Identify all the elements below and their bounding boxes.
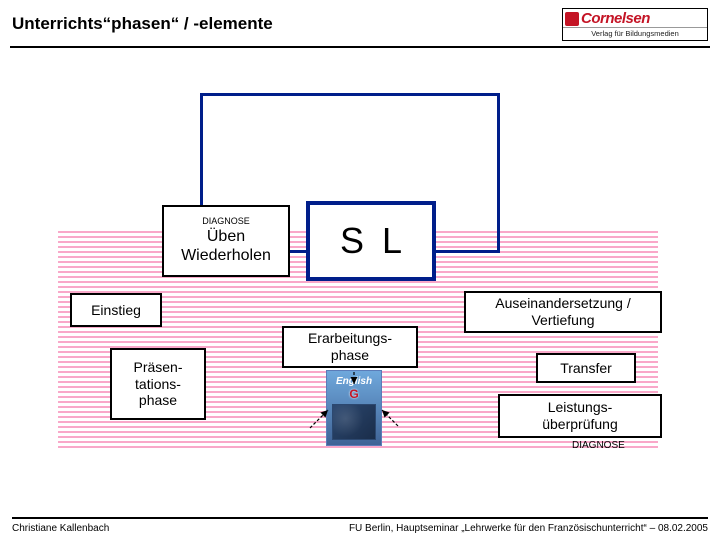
leistung-line2: überprüfung: [542, 416, 618, 433]
box-einstieg: Einstieg: [70, 293, 162, 327]
transfer-text: Transfer: [560, 360, 612, 377]
sl-letter-s: S: [340, 220, 364, 262]
box-leistungsueberpruefung: Leistungs- überprüfung: [498, 394, 662, 438]
box-transfer: Transfer: [536, 353, 636, 383]
ueben-diagnose-label: DIAGNOSE: [202, 216, 250, 227]
page-title: Unterrichts“phasen“ / -elemente: [12, 8, 273, 34]
footer: Christiane Kallenbach FU Berlin, Hauptse…: [12, 523, 708, 534]
footer-author: Christiane Kallenbach: [12, 523, 109, 534]
footer-context: FU Berlin, Hauptseminar „Lehrwerke für d…: [349, 523, 708, 534]
praesent-line3: phase: [139, 392, 177, 409]
sl-box: S L: [306, 201, 436, 281]
logo-name: Cornelsen: [581, 10, 650, 27]
publisher-logo: Cornelsen Verlag für Bildungsmedien: [562, 8, 708, 41]
box-ueben-wiederholen: DIAGNOSE Üben Wiederholen: [162, 205, 290, 277]
diagnose-bottom-label: DIAGNOSE: [572, 440, 625, 451]
diagram-stage: S L DIAGNOSE Üben Wiederholen Einstieg P…: [10, 48, 710, 500]
ueben-line1: Üben: [207, 227, 245, 246]
box-praesentationsphase: Präsen- tations- phase: [110, 348, 206, 420]
praesent-line2: tations-: [135, 376, 181, 393]
logo-subtitle: Verlag für Bildungsmedien: [563, 27, 707, 40]
sl-letter-l: L: [382, 220, 402, 262]
logo-square-icon: [565, 12, 579, 26]
ueben-line2: Wiederholen: [181, 246, 271, 265]
leistung-line1: Leistungs-: [548, 399, 613, 416]
praesent-line1: Präsen-: [133, 359, 182, 376]
book-letter: G: [349, 387, 358, 401]
book-cover-icon: English G: [326, 370, 382, 446]
einstieg-text: Einstieg: [91, 302, 141, 319]
ausein-line2: Vertiefung: [531, 312, 594, 329]
box-auseinandersetzung: Auseinandersetzung / Vertiefung: [464, 291, 662, 333]
erarb-line1: Erarbeitungs-: [308, 330, 392, 347]
erarb-line2: phase: [331, 347, 369, 364]
book-image-icon: [332, 404, 375, 440]
book-title: English: [336, 376, 372, 387]
ausein-line1: Auseinandersetzung /: [495, 295, 630, 312]
box-erarbeitungsphase: Erarbeitungs- phase: [282, 326, 418, 368]
